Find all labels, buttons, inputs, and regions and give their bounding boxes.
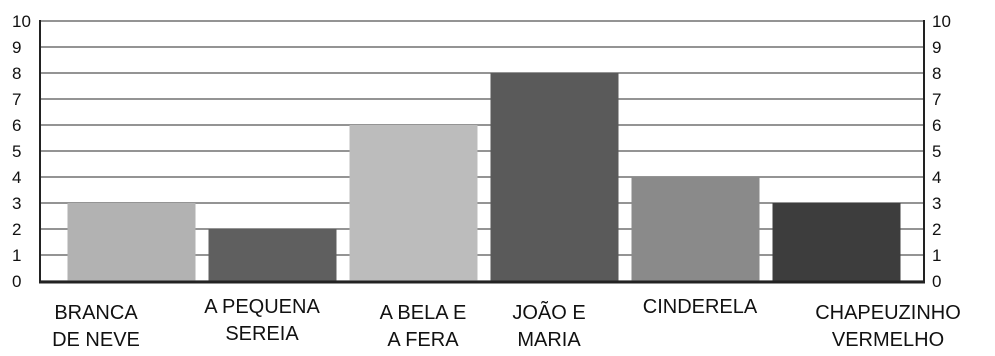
y-tick-label-left: 2 <box>12 220 21 239</box>
y-tick-label-right: 2 <box>932 220 941 239</box>
category-labels: BRANCA DE NEVE A PEQUENA SEREIA A BELA E A FE… <box>52 296 961 351</box>
y-tick-label-right: 10 <box>932 12 951 31</box>
y-axis-right-ticks: 0 1 2 3 4 5 6 7 8 9 10 <box>932 12 951 291</box>
y-axis-left-ticks: 0 1 2 3 4 5 6 7 8 9 10 <box>12 12 31 291</box>
category-label: JOÃO E <box>512 300 585 324</box>
y-tick-label-right: 9 <box>932 38 941 57</box>
y-tick-label-left: 1 <box>12 246 21 265</box>
category-label: A PEQUENA <box>204 296 320 318</box>
axes <box>39 20 925 284</box>
category-label: SEREIA <box>225 323 299 345</box>
bar <box>208 229 337 281</box>
bar <box>67 203 196 281</box>
y-tick-label-right: 5 <box>932 142 941 161</box>
y-tick-label-left: 3 <box>12 194 21 213</box>
category-label: VERMELHO <box>832 329 944 351</box>
bars <box>67 73 901 281</box>
y-tick-label-right: 4 <box>932 168 941 187</box>
y-tick-label-left: 9 <box>12 38 21 57</box>
y-tick-label-right: 8 <box>932 64 941 83</box>
category-label: CINDERELA <box>643 296 758 318</box>
y-tick-label-left: 7 <box>12 90 21 109</box>
y-tick-label-right: 3 <box>932 194 941 213</box>
y-tick-label-left: 0 <box>12 272 21 291</box>
category-label: A FERA <box>387 329 459 351</box>
y-tick-label-right: 0 <box>932 272 941 291</box>
y-tick-label-left: 5 <box>12 142 21 161</box>
category-label: BRANCA <box>54 302 138 324</box>
category-label: A BELA E <box>380 302 467 324</box>
y-tick-label-left: 10 <box>12 12 31 31</box>
bar <box>772 203 901 281</box>
y-tick-label-right: 6 <box>932 116 941 135</box>
bar <box>631 177 760 281</box>
category-label: MARIA <box>517 329 581 351</box>
y-tick-label-right: 1 <box>932 246 941 265</box>
y-tick-label-left: 6 <box>12 116 21 135</box>
category-label: DE NEVE <box>52 329 140 351</box>
y-tick-label-right: 7 <box>932 90 941 109</box>
bar <box>349 125 478 281</box>
y-tick-label-left: 8 <box>12 64 21 83</box>
y-tick-label-left: 4 <box>12 168 21 187</box>
category-label: CHAPEUZINHO <box>815 302 961 324</box>
bar <box>490 73 619 281</box>
